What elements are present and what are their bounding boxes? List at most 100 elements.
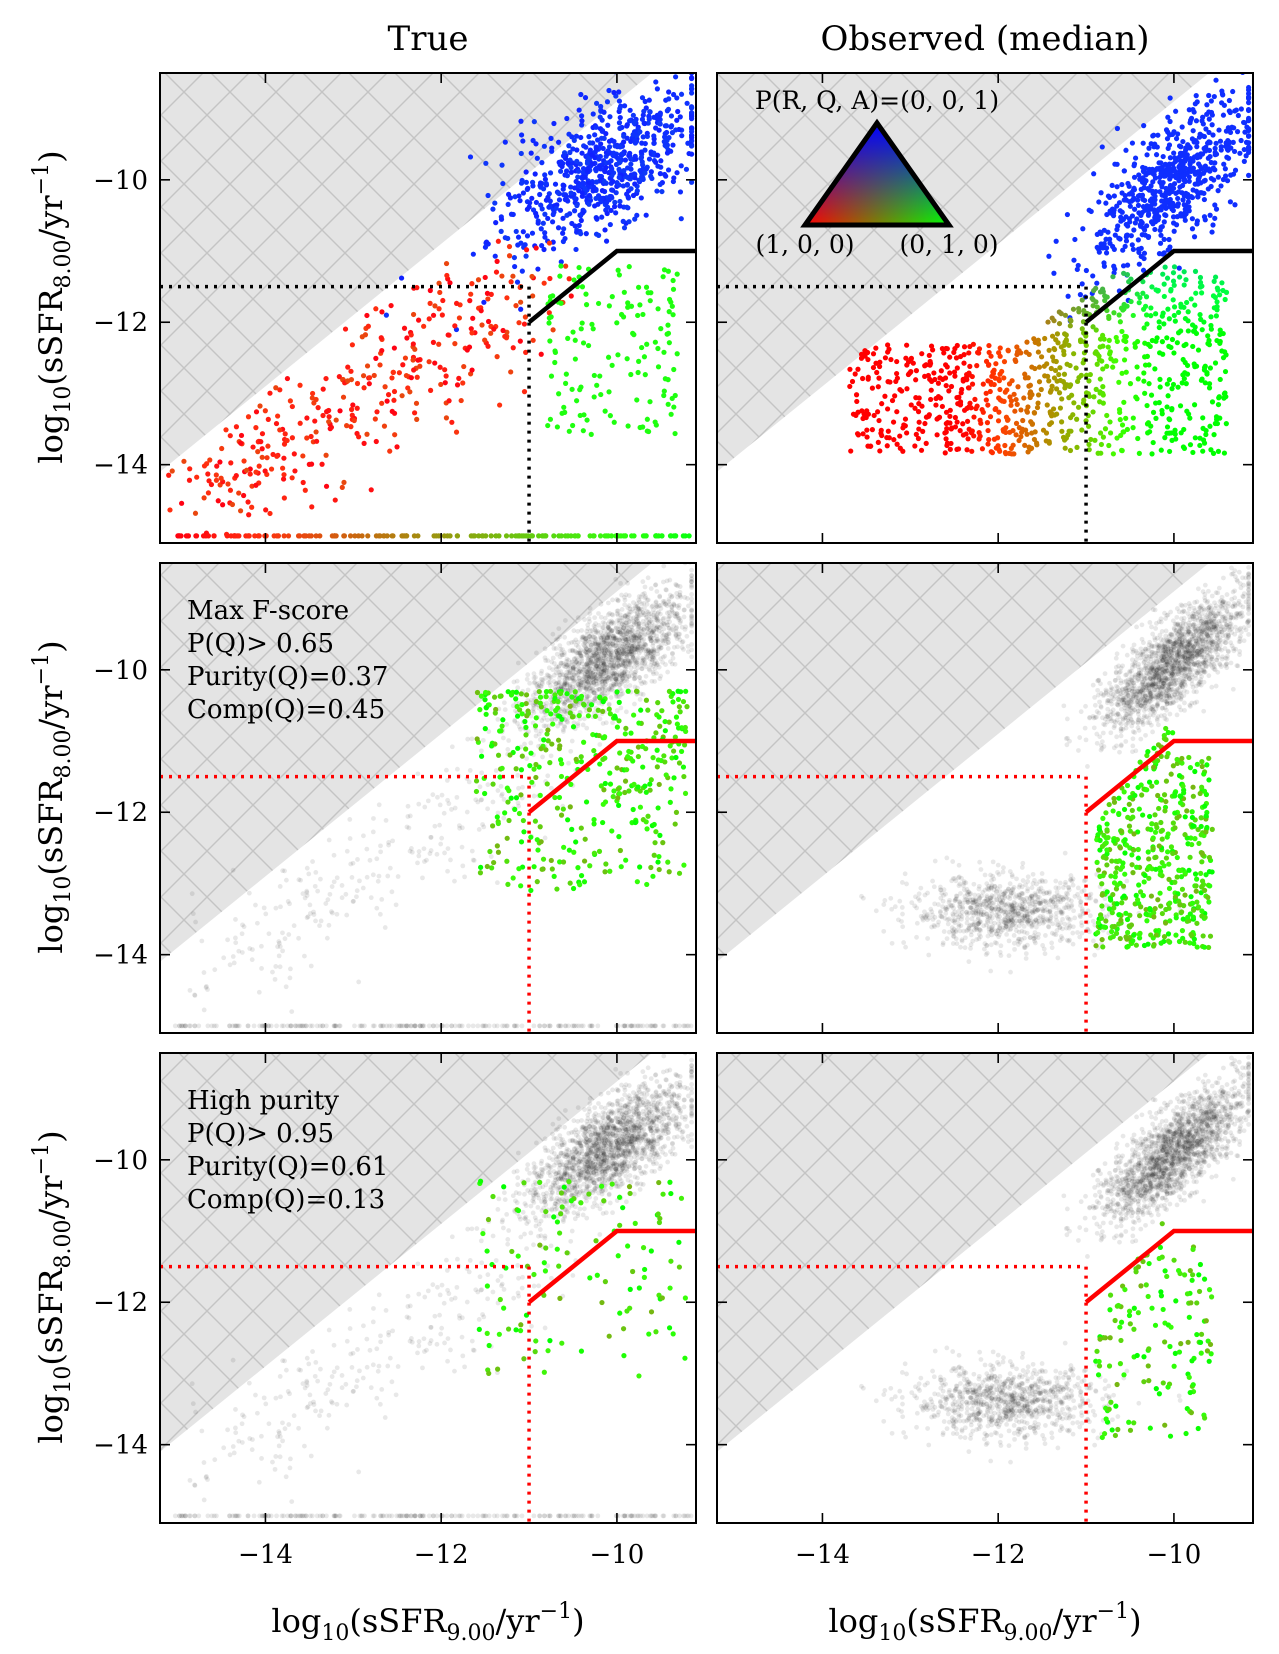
- data-point: [494, 354, 500, 360]
- data-point: [361, 385, 367, 391]
- data-point: [281, 472, 287, 478]
- data-point: [1159, 164, 1165, 170]
- data-point: [584, 417, 590, 423]
- background-point: [566, 675, 572, 681]
- background-point: [616, 637, 622, 643]
- background-point: [531, 680, 537, 686]
- background-point: [249, 957, 255, 963]
- data-point: [1090, 273, 1096, 279]
- background-point: [649, 654, 655, 660]
- data-point: [490, 206, 496, 212]
- data-point: [670, 277, 676, 284]
- background-point: [531, 702, 536, 708]
- background-point: [614, 636, 620, 641]
- data-point: [1049, 333, 1056, 339]
- data-point: [398, 275, 405, 281]
- data-point: [615, 267, 621, 273]
- data-point: [1125, 180, 1131, 187]
- data-point: [640, 311, 646, 318]
- data-point: [1199, 327, 1205, 333]
- background-point: [599, 649, 604, 655]
- data-point: [612, 199, 618, 205]
- background-point: [628, 616, 634, 622]
- background-point: [598, 635, 604, 641]
- data-point: [381, 423, 388, 429]
- background-point: [598, 651, 604, 657]
- background-point: [623, 658, 628, 664]
- data-point: [1014, 349, 1021, 355]
- background-point: [689, 549, 694, 554]
- data-point: [442, 380, 448, 386]
- background-point: [593, 630, 599, 635]
- background-point: [288, 966, 293, 972]
- background-point: [632, 675, 638, 681]
- data-point: [265, 416, 271, 422]
- background-point: [567, 669, 573, 674]
- background-point: [591, 674, 597, 680]
- data-point: [1067, 362, 1073, 369]
- background-point: [654, 638, 660, 644]
- background-point: [533, 650, 539, 656]
- data-point: [323, 375, 329, 382]
- background-point: [543, 704, 549, 709]
- data-point: [1083, 342, 1089, 349]
- background-point: [575, 721, 581, 726]
- data-point: [1199, 376, 1205, 382]
- data-point: [311, 400, 317, 406]
- data-point: [1157, 227, 1163, 233]
- background-point: [382, 925, 388, 930]
- data-point: [1173, 135, 1180, 142]
- data-point: [1195, 190, 1201, 196]
- data-point: [656, 127, 662, 133]
- data-point: [443, 373, 449, 379]
- background-point: [643, 642, 649, 648]
- data-point: [1162, 435, 1168, 441]
- background-point: [689, 567, 695, 573]
- data-point: [680, 533, 686, 539]
- background-point: [313, 918, 318, 924]
- background-point: [601, 639, 607, 645]
- data-point: [999, 398, 1005, 404]
- background-point: [619, 677, 625, 683]
- data-point: [529, 230, 536, 236]
- data-point: [849, 378, 856, 385]
- background-point: [586, 682, 592, 688]
- background-point: [618, 692, 624, 697]
- background-point: [273, 905, 279, 911]
- background-point: [595, 654, 601, 659]
- data-point: [495, 238, 501, 244]
- data-point: [310, 390, 316, 397]
- background-point: [619, 592, 624, 598]
- background-point: [600, 668, 606, 674]
- background-point: [558, 669, 563, 674]
- background-point: [577, 668, 583, 674]
- data-point: [934, 432, 940, 438]
- data-point: [224, 533, 230, 539]
- data-point: [1141, 180, 1148, 187]
- background-point: [564, 662, 570, 668]
- data-point: [653, 159, 659, 165]
- background-point: [564, 669, 570, 675]
- data-point: [1246, 133, 1252, 139]
- background-point: [570, 664, 576, 670]
- data-point: [408, 375, 414, 381]
- background-point: [610, 638, 616, 644]
- background-point: [660, 621, 666, 627]
- background-point: [619, 615, 625, 621]
- data-point: [1145, 203, 1151, 210]
- data-point: [976, 436, 982, 442]
- data-point: [1246, 117, 1252, 123]
- background-point: [527, 680, 533, 686]
- background-point: [671, 603, 677, 608]
- data-point: [894, 358, 900, 365]
- data-point: [942, 430, 948, 436]
- data-point: [638, 149, 644, 155]
- background-point: [589, 653, 595, 659]
- data-point: [1172, 155, 1178, 161]
- data-point: [611, 138, 617, 145]
- data-point: [1162, 201, 1168, 207]
- background-point: [550, 641, 555, 647]
- data-point: [598, 391, 604, 398]
- data-point: [922, 420, 928, 427]
- data-point: [611, 89, 617, 96]
